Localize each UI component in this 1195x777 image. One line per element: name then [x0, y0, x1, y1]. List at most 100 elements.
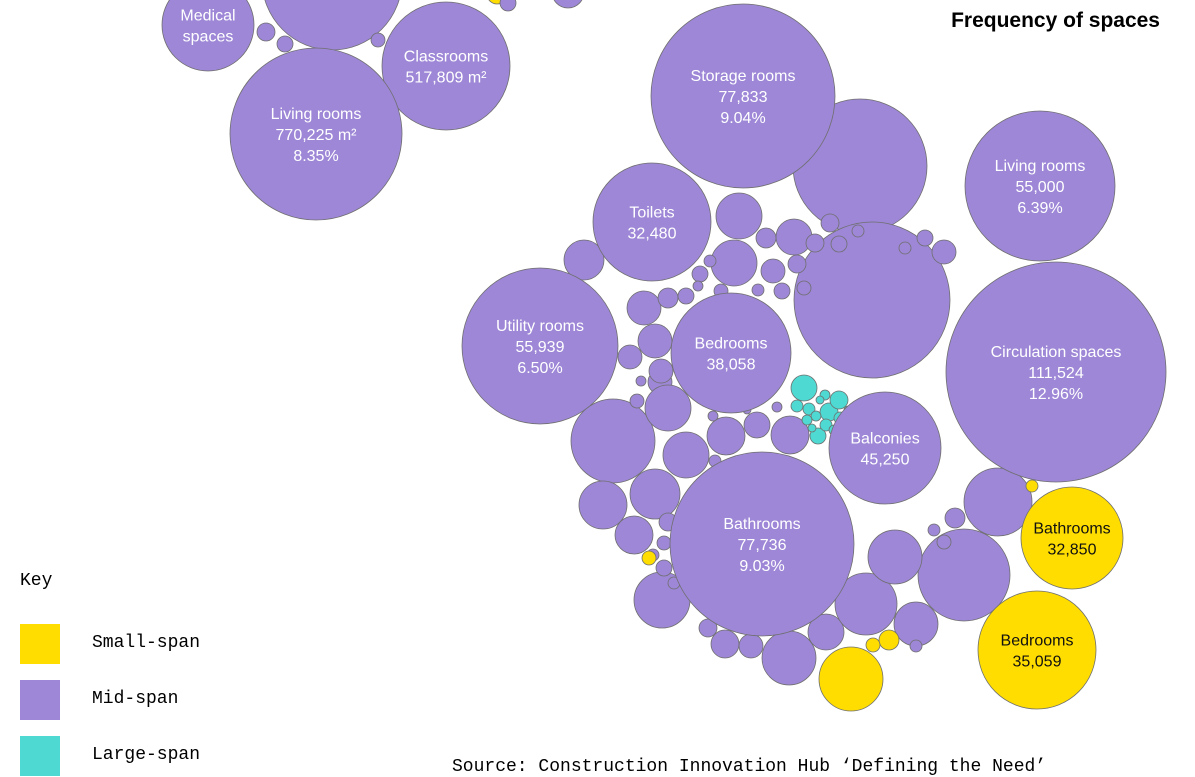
bubble-bathrooms-small-span-label-line-0: Bathrooms — [1033, 521, 1110, 538]
bubble-unlabelled-29 — [743, 411, 771, 439]
bubble-unlabelled-21 — [657, 287, 679, 309]
bubble-balconies-mid-span-label-line-1: 45,250 — [861, 452, 910, 469]
bubble-unlabelled-41 — [834, 572, 898, 636]
bubble-medical-spaces-mid-span-label-line-0: Medical — [180, 8, 235, 25]
bubble-utility-rooms-mid-span — [461, 267, 619, 425]
bubble-unlabelled-46 — [927, 523, 941, 537]
bubble-unlabelled-86 — [815, 395, 825, 405]
bubble-unlabelled-91 — [865, 637, 881, 653]
bubble-balconies-mid-span — [828, 391, 942, 505]
bubble-unlabelled-84 — [801, 414, 813, 426]
bubble-unlabelled-11 — [917, 528, 1011, 622]
bubble-unlabelled-37 — [710, 629, 740, 659]
bubble-circulation-spaces-mid-span-label-line-1: 111,524 — [1028, 365, 1084, 382]
bubble-bedrooms-small-span-label-line-0: Bedrooms — [1001, 633, 1074, 650]
bubble-bathrooms-mid-span-label-line-2: 9.03% — [739, 558, 784, 575]
bubble-unlabelled-22 — [677, 287, 695, 305]
bubble-unlabelled-36 — [698, 618, 718, 638]
key-swatch-mid-span — [20, 680, 60, 720]
key-item-small-span: Small-span — [20, 624, 320, 664]
bubble-classrooms-mid-span — [381, 1, 511, 131]
bubble-utility-rooms-mid-span-label-line-1: 55,939 — [516, 339, 565, 356]
bubble-unlabelled-58 — [805, 233, 825, 253]
bubble-unlabelled-8 — [793, 221, 951, 379]
bubble-unlabelled-74 — [790, 374, 818, 402]
bubble-unlabelled-71 — [771, 401, 783, 413]
bubble-toilets-mid-span — [592, 162, 712, 282]
bubble-unlabelled-2 — [276, 35, 294, 53]
bubble-unlabelled-42 — [893, 601, 939, 647]
key-label-mid-span: Mid-span — [92, 689, 179, 709]
bubble-unlabelled-19 — [755, 227, 777, 249]
bubble-unlabelled-39 — [761, 630, 817, 686]
bubble-unlabelled-38 — [738, 633, 764, 659]
bubble-circulation-spaces-mid-span-label-line-0: Circulation spaces — [991, 344, 1122, 361]
bubble-unlabelled-59 — [691, 265, 709, 283]
bubble-bedrooms-mid-span-label-line-1: 38,058 — [707, 357, 756, 374]
bubble-unlabelled-40 — [807, 613, 845, 651]
bubble-unlabelled-54 — [916, 229, 934, 247]
bubble-unlabelled-45 — [944, 507, 966, 529]
bubble-unlabelled-25 — [648, 358, 674, 384]
bubble-unlabelled-44 — [936, 534, 952, 550]
bubble-unlabelled-14 — [715, 192, 763, 240]
bubble-storage-rooms-mid-span-label-line-1: 77,833 — [719, 89, 768, 106]
bubble-utility-rooms-mid-span-label-line-2: 6.50% — [517, 360, 562, 377]
bubble-unlabelled-16 — [710, 239, 758, 287]
bubble-unlabelled-88 — [807, 423, 817, 433]
bubble-unlabelled-63 — [656, 535, 672, 551]
bubble-unlabelled-32 — [629, 468, 681, 520]
bubble-unlabelled-73 — [909, 639, 923, 653]
bubble-utility-rooms-mid-span-label-line-0: Utility rooms — [496, 318, 584, 335]
key-swatch-small-span — [20, 624, 60, 664]
chart-title: Frequency of spaces — [951, 9, 1160, 32]
key-swatch-large-span — [20, 736, 60, 776]
bubble-unlabelled-20 — [626, 290, 662, 326]
bubble-unlabelled-55 — [898, 241, 912, 255]
key-title: Key — [20, 571, 53, 591]
bubble-bathrooms-mid-span-label-line-0: Bathrooms — [723, 516, 800, 533]
bubble-unlabelled-28 — [706, 416, 746, 456]
bubble-unlabelled-18 — [830, 235, 848, 253]
bubble-unlabelled-61 — [692, 280, 704, 292]
bubble-classrooms-mid-span-label-line-1: 517,809 m² — [406, 70, 488, 87]
source-note: Source: Construction Innovation Hub ‘Def… — [452, 757, 1047, 777]
bubble-unlabelled-9 — [570, 398, 656, 484]
bubble-storage-rooms-mid-span — [650, 3, 836, 189]
bubble-bathrooms-mid-span-label-line-1: 77,736 — [738, 537, 787, 554]
bubble-living-rooms-mid-span-label-line-0: Living rooms — [271, 106, 362, 123]
bubble-unlabelled-50 — [773, 282, 791, 300]
bubble-toilets-mid-span-label-line-0: Toilets — [629, 205, 674, 222]
bubble-living-rooms-mid-span-label-line-1: 55,000 — [1016, 179, 1065, 196]
bubble-unlabelled-93 — [1025, 479, 1039, 493]
bubble-bedrooms-small-span-label-line-1: 35,059 — [1013, 654, 1062, 671]
bubble-living-rooms-mid-span-label-line-0: Living rooms — [995, 158, 1086, 175]
bubble-circulation-spaces-mid-span — [945, 261, 1167, 483]
bubble-unlabelled-31 — [662, 431, 710, 479]
bubble-unlabelled-77 — [809, 427, 827, 445]
bubble-unlabelled-6 — [553, 0, 583, 9]
bubble-bathrooms-small-span — [1020, 486, 1124, 590]
bubble-unlabelled-30 — [770, 415, 810, 455]
bubble-unlabelled-48 — [787, 254, 807, 274]
bubble-unlabelled-57 — [820, 213, 840, 233]
bubble-unlabelled-33 — [578, 480, 628, 530]
bubble-unlabelled-90 — [878, 629, 900, 651]
bubble-living-rooms-mid-span — [964, 110, 1116, 262]
bubble-unlabelled-49 — [796, 280, 812, 296]
bubble-living-rooms-mid-span-label-line-1: 770,225 m² — [276, 127, 358, 144]
bubble-unlabelled-1 — [256, 22, 276, 42]
bubble-unlabelled-34 — [614, 515, 654, 555]
key-label-large-span: Large-span — [92, 745, 201, 765]
bubble-unlabelled-79 — [790, 399, 804, 413]
bubble-living-rooms-mid-span — [229, 47, 403, 221]
bubble-unlabelled-23 — [637, 323, 673, 359]
bubble-unlabelled-76 — [829, 390, 849, 410]
bubble-medical-spaces-mid-span — [161, 0, 255, 72]
bubble-unlabelled-83 — [810, 410, 822, 422]
bubble-storage-rooms-mid-span-label-line-2: 9.04% — [720, 110, 765, 127]
key-item-mid-span: Mid-span — [20, 680, 320, 720]
bubble-unlabelled-53 — [931, 239, 957, 265]
bubble-unlabelled-43 — [867, 529, 923, 585]
